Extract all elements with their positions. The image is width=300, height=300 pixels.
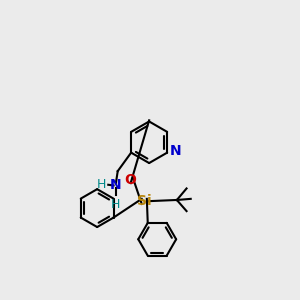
- Text: O: O: [125, 173, 136, 188]
- Text: Si: Si: [137, 194, 152, 208]
- Text: N: N: [170, 144, 182, 158]
- Text: H: H: [111, 198, 121, 211]
- Text: N: N: [110, 178, 122, 193]
- Text: H: H: [97, 178, 106, 191]
